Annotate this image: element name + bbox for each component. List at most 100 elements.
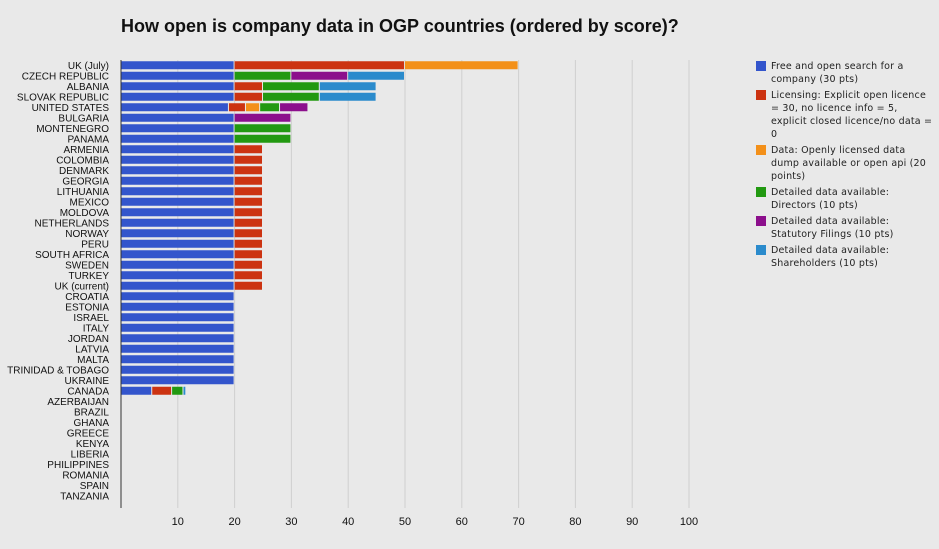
y-tick-label: PANAMA — [68, 134, 110, 145]
y-tick-label: CZECH REPUBLIC — [22, 71, 109, 82]
y-tick-label: UNITED STATES — [32, 103, 110, 114]
y-tick-label: TANZANIA — [60, 491, 109, 502]
x-tick-label: 80 — [569, 516, 581, 528]
bar-segment — [121, 355, 234, 364]
y-tick-label: KENYA — [76, 439, 109, 450]
y-tick-label: BRAZIL — [74, 407, 109, 418]
bar-segment — [234, 281, 262, 290]
y-tick-label: DENMARK — [59, 166, 109, 177]
legend-swatch — [756, 216, 766, 226]
bar-segment — [121, 92, 234, 101]
legend-swatch — [756, 187, 766, 197]
y-tick-label: GHANA — [73, 418, 109, 429]
bar-segment — [121, 302, 234, 311]
bar-segment — [234, 166, 262, 175]
bar-segment — [234, 82, 262, 91]
y-tick-label: BULGARIA — [58, 113, 109, 124]
x-tick-label: 90 — [626, 516, 638, 528]
bar-segment — [121, 218, 234, 227]
bar-segment — [234, 271, 262, 280]
bar-segment — [228, 103, 245, 112]
bar-segment — [234, 113, 291, 122]
y-tick-label: LIBERIA — [71, 449, 110, 460]
bar-segment — [405, 61, 518, 70]
legend-item: Licensing: Explicit open licence = 30, n… — [756, 89, 936, 141]
x-tick-label: 20 — [228, 516, 240, 528]
y-tick-label: TURKEY — [68, 271, 109, 282]
y-tick-label: SWEDEN — [65, 260, 109, 271]
legend: Free and open search for a company (30 p… — [756, 60, 936, 273]
bar-segment — [234, 250, 262, 259]
bar-segment — [121, 134, 234, 143]
y-tick-label: LITHUANIA — [57, 187, 110, 198]
bar-segment — [319, 92, 376, 101]
bar-segment — [121, 124, 234, 133]
x-tick-label: 10 — [172, 516, 184, 528]
legend-label: Data: Openly licensed data dump availabl… — [771, 145, 927, 182]
bar-segment — [121, 250, 234, 259]
legend-label: Detailed data available: Directors (10 p… — [771, 187, 890, 211]
bar-segment — [121, 187, 234, 196]
y-tick-label: AZERBAIJAN — [47, 397, 109, 408]
bar-segment — [183, 386, 186, 395]
x-tick-label: 60 — [456, 516, 468, 528]
bar-segment — [121, 61, 234, 70]
legend-label: Detailed data available: Shareholders (1… — [771, 245, 890, 269]
bar-segment — [234, 187, 262, 196]
y-tick-label: CANADA — [67, 386, 109, 397]
x-tick-label: 70 — [512, 516, 524, 528]
bar-segment — [121, 323, 234, 332]
bar-segment — [234, 176, 262, 185]
bar-segment — [121, 145, 234, 154]
bar-segment — [121, 82, 234, 91]
x-tick-label: 100 — [680, 516, 698, 528]
y-tick-label: UK (July) — [68, 61, 109, 72]
bar-segment — [263, 92, 319, 101]
y-tick-label: NETHERLANDS — [35, 218, 110, 229]
bar-segment — [121, 365, 234, 374]
legend-swatch — [756, 90, 766, 100]
chart-title: How open is company data in OGP countrie… — [121, 16, 679, 36]
y-tick-label: PERU — [81, 239, 109, 250]
y-tick-label: GREECE — [67, 428, 110, 439]
bar-segment — [291, 71, 348, 80]
legend-item: Detailed data available: Directors (10 p… — [756, 186, 936, 212]
bar-segment — [121, 166, 234, 175]
bar-segment — [234, 71, 291, 80]
y-tick-label: PHILIPPINES — [47, 460, 109, 471]
y-tick-label: UK (current) — [55, 281, 109, 292]
legend-item: Data: Openly licensed data dump availabl… — [756, 144, 936, 183]
y-tick-label: UKRAINE — [65, 376, 110, 387]
x-axis-ticks: 10 20 30 40 50 60 70 80 90 100 — [172, 516, 699, 528]
bar-segment — [121, 344, 234, 353]
bar-segment — [121, 103, 228, 112]
legend-label: Detailed data available: Statutory Filin… — [771, 216, 894, 240]
bar-segment — [121, 71, 234, 80]
bar-segment — [121, 260, 234, 269]
bar-segment — [260, 103, 280, 112]
y-tick-label: ESTONIA — [65, 302, 109, 313]
bar-segment — [234, 197, 262, 206]
bar-segment — [280, 103, 308, 112]
bar-segment — [121, 239, 234, 248]
bar-segment — [121, 197, 234, 206]
y-tick-label: MOLDOVA — [60, 208, 110, 219]
bar-segment — [121, 386, 152, 395]
bar-segment — [121, 229, 234, 238]
legend-swatch — [756, 145, 766, 155]
bar-segment — [234, 239, 262, 248]
bar-segment — [121, 281, 234, 290]
y-tick-label: GEORGIA — [62, 176, 109, 187]
bar-segment — [263, 82, 319, 91]
y-tick-label: SOUTH AFRICA — [35, 250, 109, 261]
bar-segment — [121, 208, 234, 217]
bar-segment — [234, 229, 262, 238]
y-tick-label: JORDAN — [68, 334, 109, 345]
bar-segment — [121, 376, 234, 385]
y-tick-label: MONTENEGRO — [36, 124, 109, 135]
bar-segment — [234, 218, 262, 227]
bar-segment — [234, 145, 262, 154]
legend-swatch — [756, 61, 766, 71]
bar-segment — [234, 134, 291, 143]
